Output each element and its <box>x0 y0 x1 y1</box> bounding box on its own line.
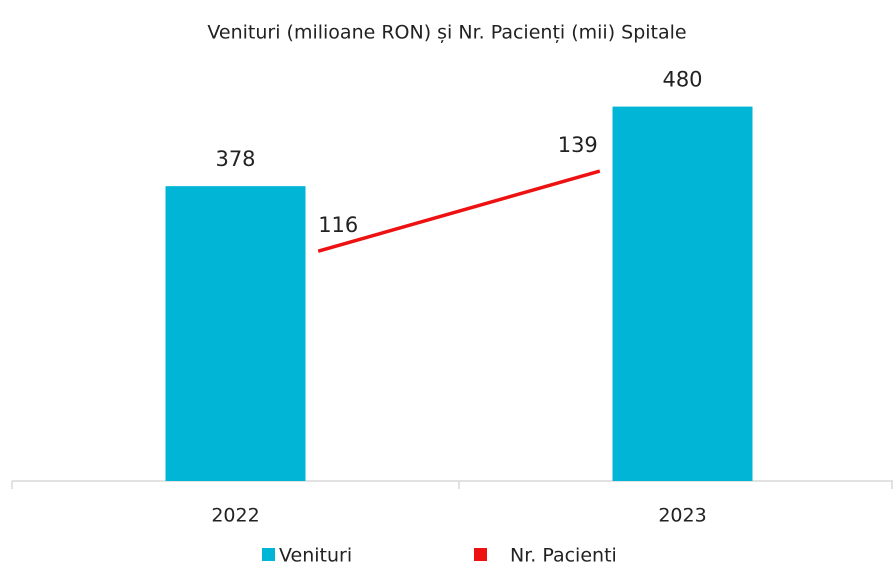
chart-title: Venituri (milioane RON) și Nr. Pacienți … <box>207 22 686 44</box>
bar <box>612 106 753 481</box>
data-label: 116 <box>318 213 358 237</box>
data-label: 139 <box>558 133 598 157</box>
legend-label: Venituri <box>279 545 352 567</box>
x-tick-label: 2022 <box>211 505 259 527</box>
bar <box>165 186 306 481</box>
legend-swatch <box>474 548 487 561</box>
line <box>317 169 601 253</box>
legend-swatch <box>262 548 275 561</box>
data-label: 480 <box>662 68 702 92</box>
data-label: 378 <box>215 147 255 171</box>
legend-label: Nr. Pacienti <box>510 545 617 567</box>
x-tick-label: 2023 <box>658 505 706 527</box>
